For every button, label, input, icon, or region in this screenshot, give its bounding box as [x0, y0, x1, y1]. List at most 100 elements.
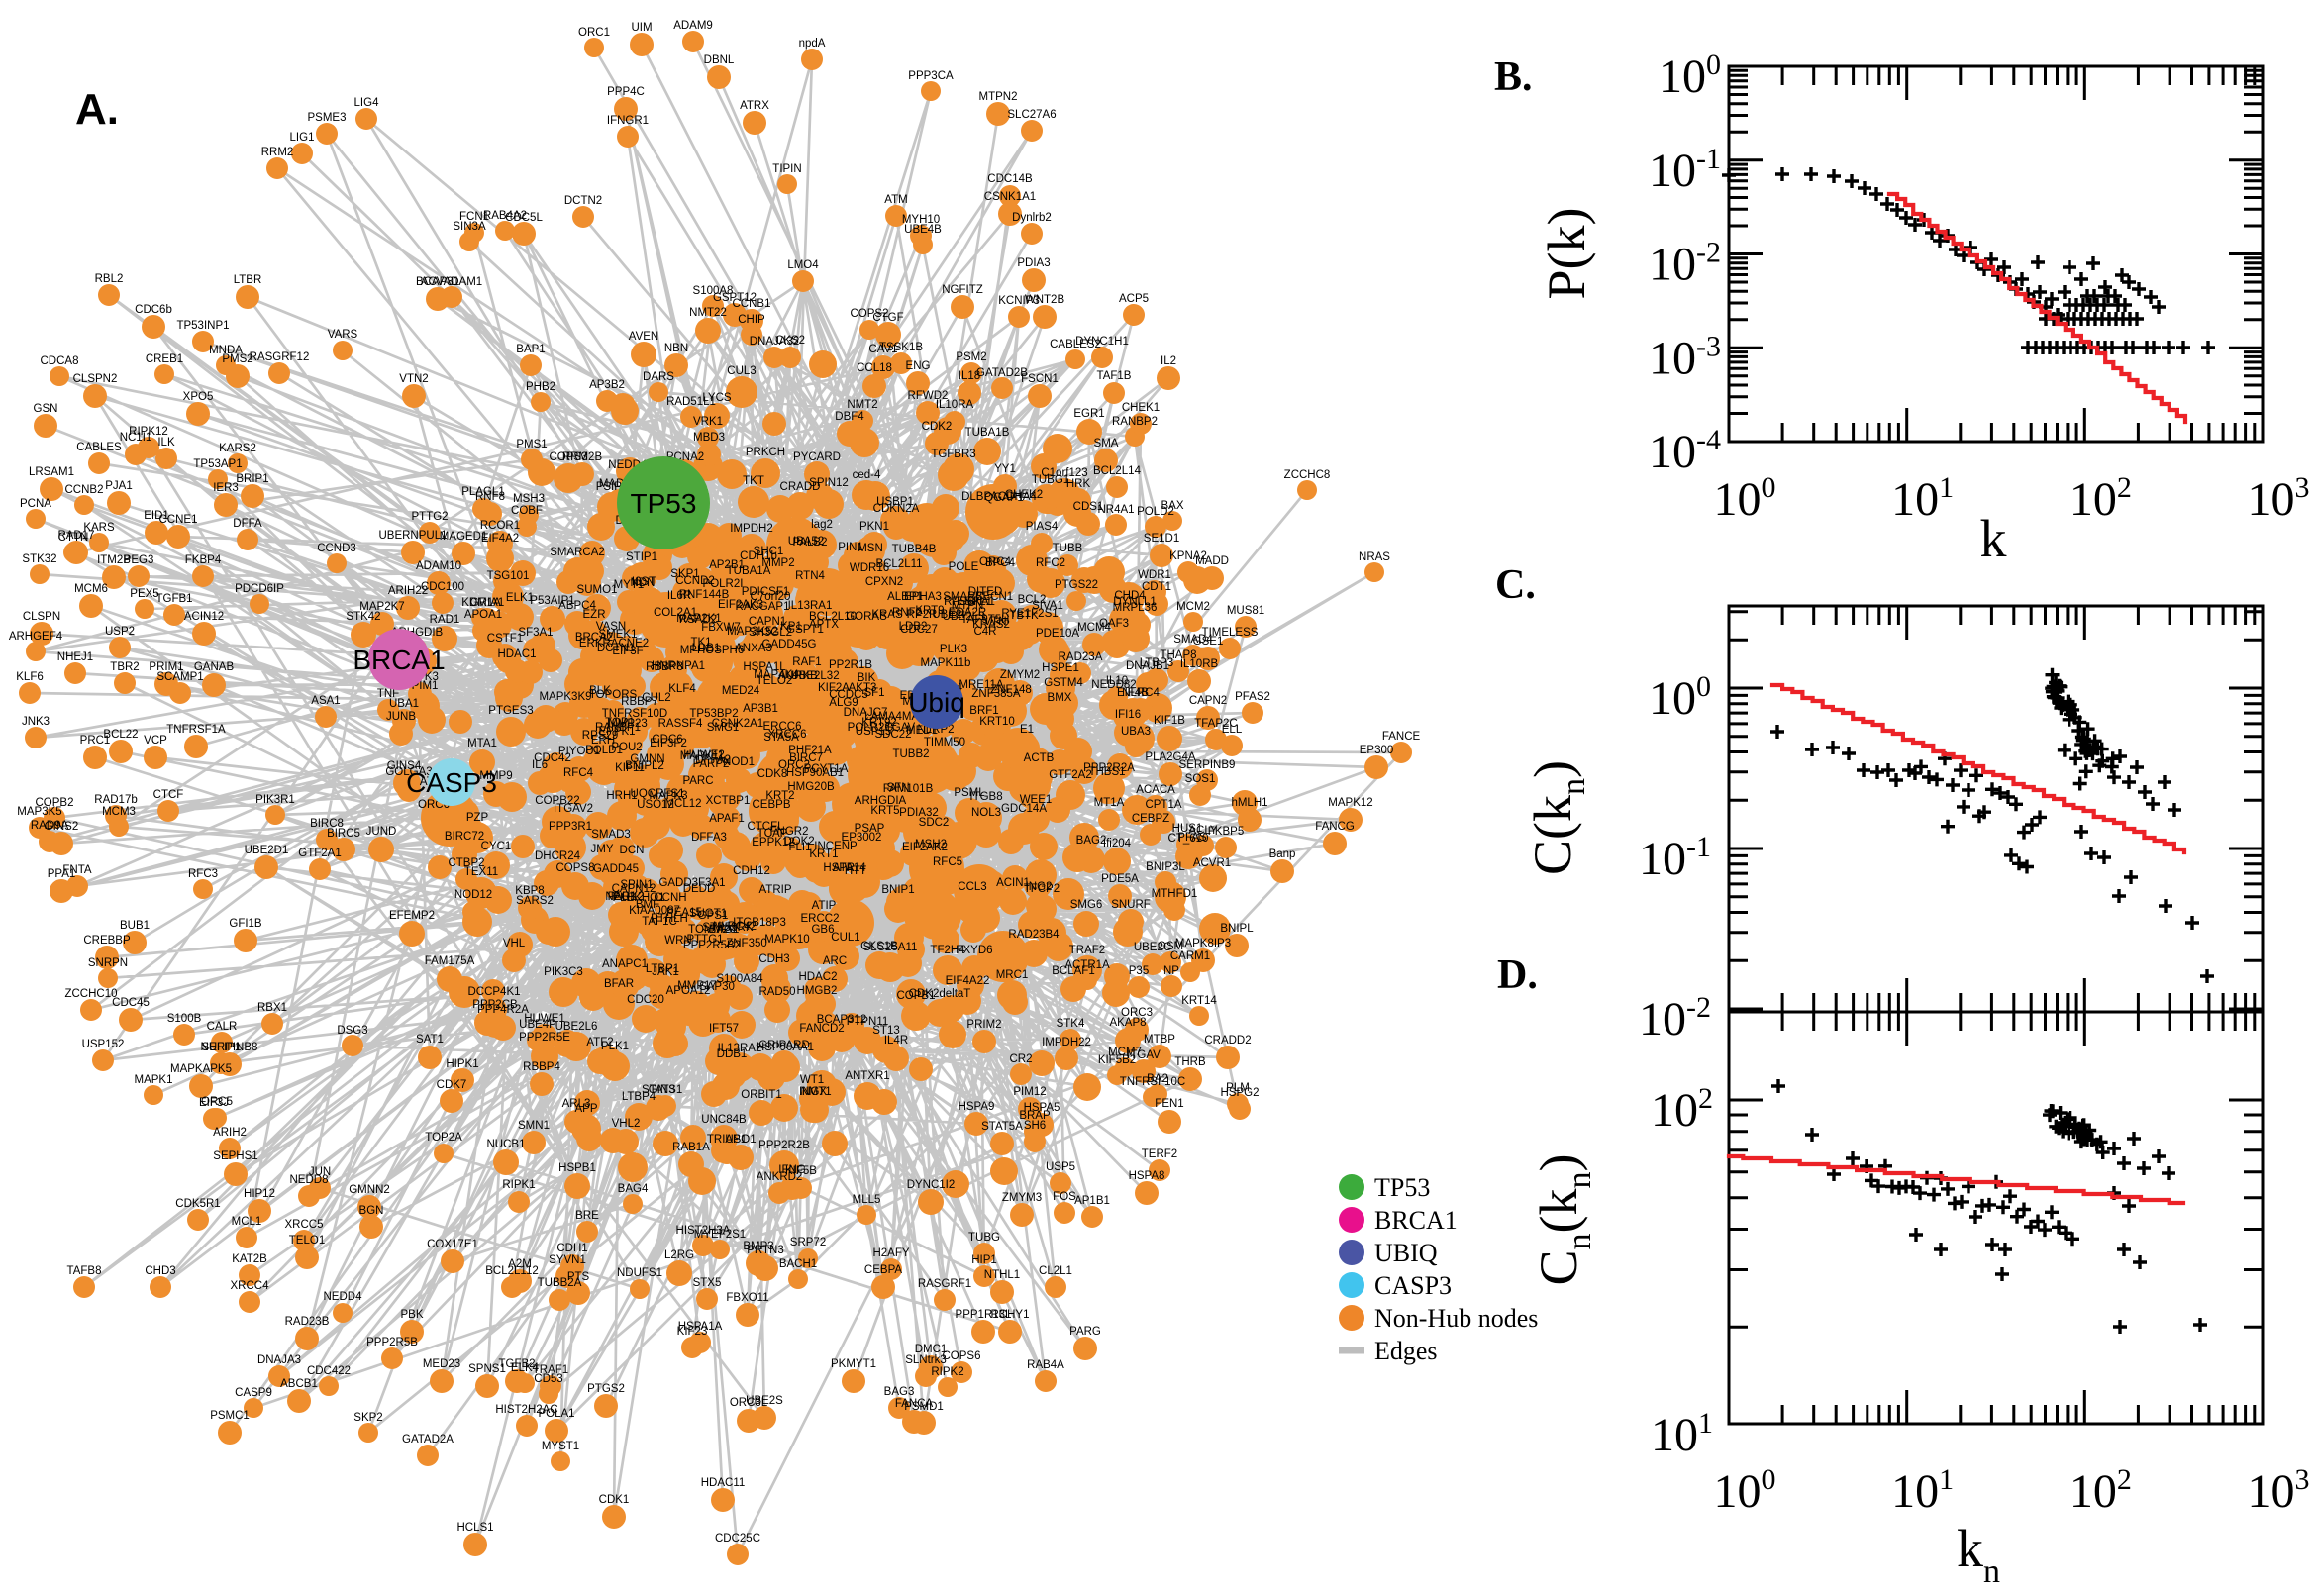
svg-text:UBE4B: UBE4B: [904, 224, 942, 236]
svg-text:NHEJ1: NHEJ1: [57, 651, 93, 663]
svg-text:MAP3K52: MAP3K52: [727, 626, 778, 638]
svg-text:NMT1: NMT1: [800, 1086, 831, 1098]
svg-text:PHB2: PHB2: [526, 381, 556, 393]
svg-text:CEBPA: CEBPA: [864, 1264, 902, 1276]
svg-text:CLSPN: CLSPN: [23, 611, 60, 623]
svg-text:APOA1: APOA1: [464, 609, 502, 621]
svg-text:BCL2L11: BCL2L11: [875, 558, 922, 570]
svg-text:UBA3: UBA3: [1121, 726, 1151, 738]
svg-text:TFAP2C: TFAP2C: [1194, 718, 1237, 730]
svg-text:STP53RK: STP53RK: [702, 922, 753, 934]
svg-text:RAD50: RAD50: [758, 986, 795, 998]
svg-text:BRE: BRE: [575, 1210, 599, 1222]
svg-text:GANAB: GANAB: [194, 661, 235, 673]
svg-text:RNF144B: RNF144B: [679, 589, 730, 601]
svg-text:LTBP1: LTBP1: [646, 963, 679, 975]
svg-text:ZMYM3: ZMYM3: [1002, 1192, 1042, 1204]
svg-text:SAP30: SAP30: [699, 981, 735, 993]
svg-text:SMN1: SMN1: [518, 1120, 550, 1132]
svg-text:SLC25A11: SLC25A11: [863, 942, 918, 953]
svg-text:PKN1: PKN1: [859, 521, 889, 533]
svg-text:PPP2R5E: PPP2R5E: [519, 1032, 570, 1044]
svg-text:HSPA5: HSPA5: [1024, 1102, 1060, 1114]
svg-text:USP15: USP15: [856, 726, 891, 738]
svg-text:VTN: VTN: [984, 616, 1007, 628]
svg-text:NDUFS1: NDUFS1: [617, 1267, 662, 1279]
svg-text:HIPK1: HIPK1: [446, 1058, 478, 1070]
svg-text:WRN: WRN: [664, 935, 691, 947]
svg-text:KRAS: KRAS: [871, 609, 903, 621]
svg-text:SMARCA2: SMARCA2: [550, 547, 605, 558]
svg-text:LYCS: LYCS: [702, 392, 732, 404]
svg-text:PPP2R2A: PPP2R2A: [1083, 762, 1135, 774]
svg-text:PRIM2: PRIM2: [966, 1019, 1001, 1031]
svg-text:TSG101: TSG101: [487, 570, 530, 582]
svg-text:CCNH: CCNH: [654, 892, 686, 904]
svg-text:GMNN: GMNN: [630, 753, 664, 765]
svg-text:MSH3: MSH3: [513, 493, 545, 505]
svg-text:CDC14B: CDC14B: [987, 173, 1033, 185]
svg-text:PIK3C3: PIK3C3: [544, 966, 583, 978]
svg-text:ATRX: ATRX: [740, 100, 769, 112]
svg-text:ARC: ARC: [823, 955, 847, 967]
svg-text:CHD3: CHD3: [145, 1265, 175, 1277]
svg-text:ING2: ING2: [1026, 881, 1053, 893]
svg-text:A2M: A2M: [508, 1258, 532, 1270]
svg-text:SNURF: SNURF: [1111, 899, 1151, 911]
svg-text:NEDD8: NEDD8: [290, 1174, 329, 1186]
svg-text:SRP72: SRP72: [790, 1237, 826, 1248]
svg-text:DYNC1H1: DYNC1H1: [1075, 336, 1129, 348]
svg-text:IMPDH22: IMPDH22: [1042, 1037, 1091, 1048]
svg-text:HIP12: HIP12: [244, 1188, 275, 1200]
svg-text:STK42: STK42: [346, 611, 380, 623]
svg-text:THAP8: THAP8: [1160, 649, 1196, 661]
svg-text:EFEMP2: EFEMP2: [389, 910, 435, 922]
svg-text:INGX: INGX: [799, 1086, 827, 1098]
svg-text:PFAS: PFAS: [1177, 832, 1207, 844]
svg-text:RACGAP1: RACGAP1: [736, 601, 790, 613]
svg-text:HCLS1: HCLS1: [456, 1522, 493, 1534]
svg-text:LAMA4: LAMA4: [864, 711, 902, 723]
svg-text:ARIH22: ARIH22: [388, 585, 428, 597]
svg-text:KIF2A: KIF2A: [818, 682, 850, 694]
svg-text:KRT1: KRT1: [809, 848, 838, 860]
svg-text:MAPK3: MAPK3: [650, 790, 688, 802]
svg-text:SYVN1: SYVN1: [549, 1254, 586, 1266]
svg-text:MYH10: MYH10: [902, 214, 940, 226]
svg-text:ELK1: ELK1: [506, 592, 534, 604]
svg-text:RASGRF1: RASGRF1: [918, 1278, 971, 1290]
svg-text:APAF1: APAF1: [709, 813, 745, 825]
svg-text:TP53INP1: TP53INP1: [176, 320, 229, 332]
svg-text:CDK1: CDK1: [599, 1494, 630, 1506]
svg-text:NTHL1: NTHL1: [984, 1269, 1020, 1281]
svg-text:HNRNPA1: HNRNPA1: [652, 660, 705, 672]
svg-text:ORC5: ORC5: [201, 1096, 233, 1108]
svg-text:RBBP8: RBBP8: [646, 661, 683, 673]
svg-text:D.: D.: [1497, 952, 1538, 998]
svg-text:KDM1A: KDM1A: [461, 597, 501, 609]
svg-text:PJA1: PJA1: [105, 480, 133, 492]
svg-text:JNK3: JNK3: [22, 716, 50, 728]
svg-text:PARP2: PARP2: [693, 758, 730, 770]
svg-text:BRAP: BRAP: [1019, 1110, 1051, 1122]
svg-text:PMS1: PMS1: [516, 439, 547, 450]
svg-text:VARS: VARS: [328, 329, 358, 341]
svg-text:IL2: IL2: [1161, 355, 1176, 367]
svg-text:SKP1: SKP1: [670, 568, 699, 580]
svg-text:TNF: TNF: [377, 688, 399, 700]
svg-text:P35: P35: [1129, 965, 1149, 977]
svg-text:TGFB2: TGFB2: [498, 1358, 535, 1370]
svg-text:RIPK12: RIPK12: [129, 426, 168, 438]
svg-text:PRTN3: PRTN3: [747, 1245, 784, 1256]
svg-text:ACIN1: ACIN1: [996, 877, 1030, 889]
svg-text:IL13RA1: IL13RA1: [788, 600, 833, 612]
svg-text:CARM1: CARM1: [1170, 950, 1210, 962]
svg-text:DNAJC7: DNAJC7: [844, 707, 888, 719]
svg-text:BAG4: BAG4: [618, 1183, 649, 1195]
svg-text:P(k): P(k): [1537, 208, 1596, 300]
svg-text:RSAD2: RSAD2: [679, 614, 717, 626]
svg-text:NP: NP: [1163, 965, 1179, 977]
svg-text:RAB1A: RAB1A: [672, 1142, 710, 1153]
svg-text:GDC14A: GDC14A: [1001, 803, 1047, 815]
svg-text:FANCE: FANCE: [1382, 731, 1421, 743]
